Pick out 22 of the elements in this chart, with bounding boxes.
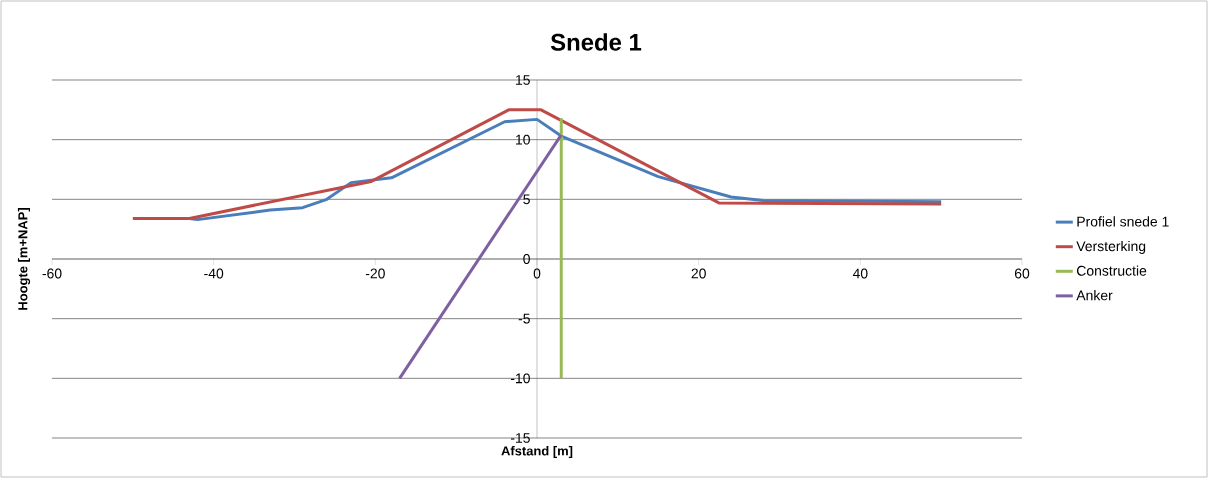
x-tick-label: 0 bbox=[533, 268, 541, 279]
x-tick-label: -60 bbox=[42, 268, 62, 279]
legend-label: Constructie bbox=[1076, 265, 1147, 276]
y-axis-title: Hoogte [m+NAP] bbox=[17, 208, 31, 310]
y-tick-label: -15 bbox=[510, 433, 530, 443]
y-tick-label: -10 bbox=[510, 373, 530, 384]
y-tick-label: 10 bbox=[516, 134, 530, 145]
legend-label: Versterking bbox=[1076, 240, 1146, 254]
chart-title: Snede 1 bbox=[550, 33, 642, 51]
line-series bbox=[131, 108, 943, 220]
legend-label: Anker bbox=[1076, 290, 1113, 301]
x-tick-label: 40 bbox=[852, 268, 868, 279]
y-tick-label: -5 bbox=[518, 313, 530, 324]
legend-label: Profiel snede 1 bbox=[1077, 216, 1169, 227]
y-tick-label: 5 bbox=[523, 194, 530, 205]
y-tick-label: 15 bbox=[516, 75, 530, 85]
x-tick-label: 20 bbox=[691, 268, 706, 279]
x-tick-label: -40 bbox=[204, 268, 224, 279]
x-tick-label: 60 bbox=[1014, 268, 1030, 279]
x-axis-title: Afstand [m] bbox=[501, 445, 573, 459]
x-tick-label: -20 bbox=[365, 268, 385, 279]
y-tick-label: 0 bbox=[523, 254, 530, 264]
